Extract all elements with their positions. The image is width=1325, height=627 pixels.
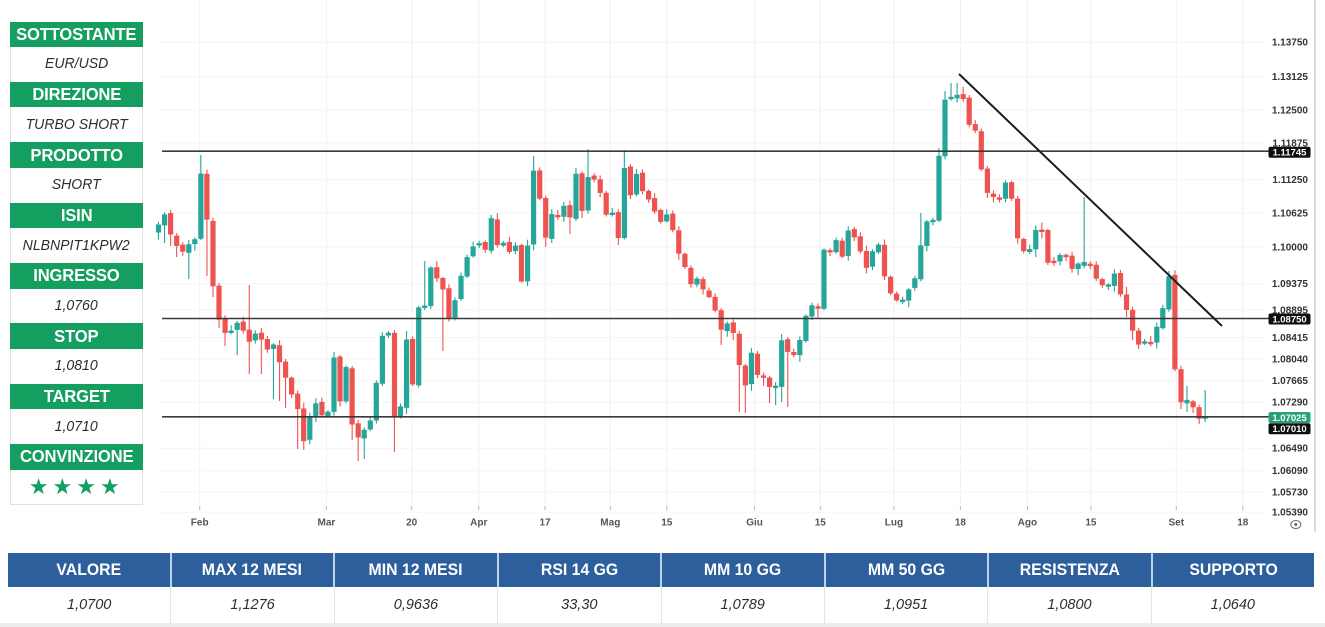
svg-text:1.11875: 1.11875: [1272, 139, 1308, 150]
svg-text:18: 18: [955, 518, 967, 529]
svg-text:1.13750: 1.13750: [1272, 38, 1309, 49]
svg-text:1.08895: 1.08895: [1272, 305, 1309, 316]
svg-text:Apr: Apr: [470, 518, 487, 529]
svg-text:1.11250: 1.11250: [1272, 175, 1308, 186]
svg-text:1.08415: 1.08415: [1272, 333, 1309, 344]
svg-text:1.05730: 1.05730: [1272, 488, 1309, 499]
svg-text:15: 15: [661, 518, 673, 529]
svg-text:1.07665: 1.07665: [1272, 376, 1309, 387]
svg-text:1.08040: 1.08040: [1272, 355, 1309, 366]
svg-text:1.10000: 1.10000: [1272, 243, 1309, 254]
svg-text:Giu: Giu: [746, 518, 763, 529]
svg-text:15: 15: [1085, 518, 1097, 529]
svg-text:1.07025: 1.07025: [1272, 413, 1307, 424]
svg-text:Mar: Mar: [318, 518, 336, 529]
svg-text:1.11745: 1.11745: [1273, 148, 1308, 159]
svg-text:17: 17: [539, 518, 551, 529]
svg-text:1.09375: 1.09375: [1272, 279, 1309, 290]
svg-text:20: 20: [406, 518, 418, 529]
svg-text:1.06490: 1.06490: [1272, 444, 1309, 455]
svg-text:1.12500: 1.12500: [1272, 105, 1309, 116]
svg-text:Mag: Mag: [600, 518, 620, 529]
svg-text:Feb: Feb: [191, 518, 209, 529]
svg-text:1.07290: 1.07290: [1272, 398, 1309, 409]
svg-text:Lug: Lug: [885, 518, 903, 529]
svg-text:18: 18: [1237, 518, 1249, 529]
svg-text:1.10625: 1.10625: [1272, 208, 1309, 219]
svg-text:Ago: Ago: [1018, 518, 1037, 529]
svg-text:1.05390: 1.05390: [1272, 508, 1309, 519]
svg-text:1.13125: 1.13125: [1272, 72, 1309, 83]
svg-text:Set: Set: [1169, 518, 1185, 529]
svg-text:1.08750: 1.08750: [1272, 314, 1306, 325]
svg-text:1.07010: 1.07010: [1272, 424, 1306, 435]
svg-text:15: 15: [815, 518, 827, 529]
svg-text:1.06090: 1.06090: [1272, 466, 1309, 477]
